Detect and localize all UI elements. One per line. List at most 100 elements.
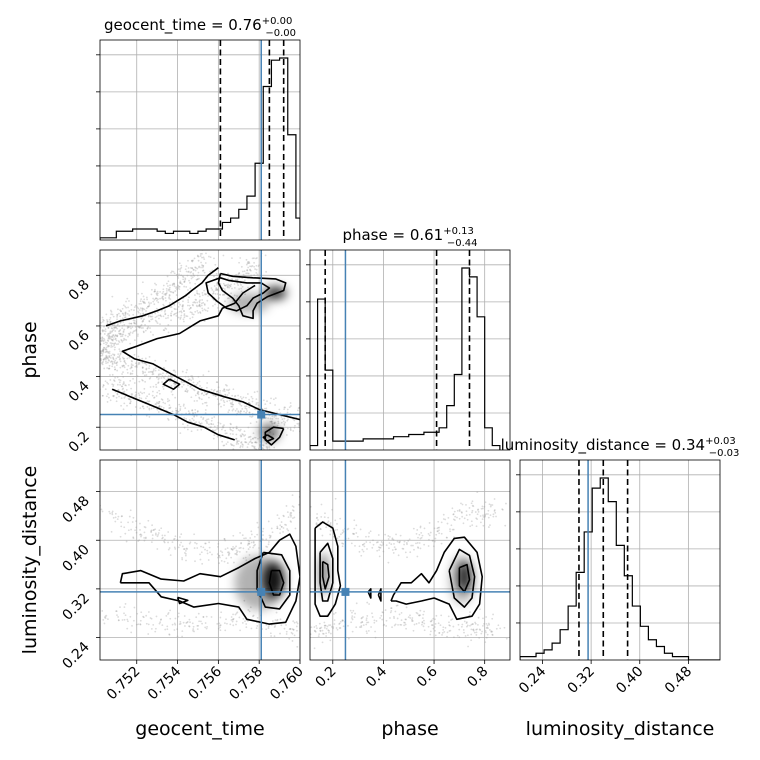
scatter-point bbox=[146, 298, 149, 301]
scatter-point bbox=[256, 455, 258, 457]
scatter-point bbox=[188, 618, 191, 621]
histogram-bar bbox=[552, 643, 560, 660]
scatter-point bbox=[195, 383, 198, 386]
scatter-point bbox=[220, 399, 223, 401]
scatter-point bbox=[376, 541, 379, 543]
panel-frame bbox=[519, 459, 721, 661]
histogram-phase bbox=[310, 250, 501, 450]
y-axis-label: luminosity_distance bbox=[19, 466, 41, 655]
scatter-point bbox=[121, 317, 124, 320]
scatter-point bbox=[109, 361, 112, 363]
scatter-point bbox=[329, 523, 332, 526]
scatter-point bbox=[243, 279, 246, 282]
scatter-point bbox=[100, 350, 102, 353]
scatter-point bbox=[449, 629, 452, 632]
scatter-point bbox=[176, 539, 179, 542]
scatter-point bbox=[255, 627, 258, 630]
scatter-point bbox=[321, 534, 324, 537]
scatter-point bbox=[461, 503, 464, 506]
scatter-point bbox=[113, 394, 115, 397]
scatter-point bbox=[217, 289, 220, 292]
scatter-point bbox=[102, 319, 105, 322]
scatter-point bbox=[471, 623, 474, 626]
scatter-point bbox=[132, 537, 135, 540]
scatter-point bbox=[253, 436, 256, 439]
scatter-point bbox=[143, 374, 146, 377]
scatter-point bbox=[405, 541, 408, 544]
scatter-point bbox=[114, 330, 117, 332]
scatter-point bbox=[499, 627, 502, 630]
scatter-point bbox=[190, 430, 193, 433]
scatter-point bbox=[412, 629, 415, 632]
histogram-bar bbox=[447, 406, 455, 450]
scatter-point bbox=[253, 408, 256, 410]
scatter-point bbox=[217, 421, 220, 424]
scatter-point bbox=[483, 505, 486, 508]
scatter-point bbox=[106, 357, 109, 359]
scatter-point bbox=[249, 435, 252, 438]
scatter-point bbox=[241, 443, 244, 446]
scatter-point bbox=[172, 382, 175, 385]
histogram-bar bbox=[149, 229, 157, 240]
scatter-point bbox=[471, 504, 474, 507]
scatter-point bbox=[243, 270, 246, 273]
scatter-point bbox=[207, 559, 210, 561]
contour bbox=[262, 434, 275, 442]
scatter-point bbox=[183, 552, 186, 554]
scatter-point bbox=[204, 548, 206, 551]
scatter-point bbox=[331, 508, 334, 511]
scatter-point bbox=[329, 533, 332, 536]
scatter-point bbox=[185, 315, 188, 317]
scatter-point bbox=[235, 438, 237, 440]
scatter-point bbox=[201, 266, 204, 269]
scatter-point bbox=[246, 544, 249, 546]
histogram-bar bbox=[116, 231, 124, 240]
scatter-point bbox=[247, 260, 249, 263]
scatter-point bbox=[171, 389, 174, 392]
scatter-point bbox=[232, 408, 235, 411]
scatter-point bbox=[113, 326, 116, 329]
scatter-point bbox=[391, 537, 394, 540]
panel-frame bbox=[309, 459, 511, 661]
scatter-point bbox=[106, 321, 109, 323]
scatter-point bbox=[143, 298, 146, 301]
scatter-point bbox=[438, 529, 440, 532]
scatter-point bbox=[159, 290, 162, 293]
scatter-point bbox=[240, 290, 243, 293]
scatter-point bbox=[140, 298, 143, 301]
scatter-point bbox=[102, 339, 104, 342]
scatter-point bbox=[149, 327, 151, 329]
scatter-point bbox=[139, 300, 142, 303]
grid-lines bbox=[96, 40, 300, 240]
scatter-point bbox=[176, 635, 179, 638]
scatter-point bbox=[431, 539, 434, 542]
scatter-point bbox=[122, 314, 125, 317]
scatter-point bbox=[171, 310, 173, 313]
scatter-point bbox=[132, 330, 135, 333]
scatter-point bbox=[208, 541, 211, 544]
scatter-point bbox=[159, 373, 162, 376]
scatter-point bbox=[166, 275, 169, 278]
scatter-point bbox=[279, 618, 282, 621]
scatter-point bbox=[224, 548, 227, 551]
scatter-point bbox=[327, 631, 330, 634]
scatter-point bbox=[232, 624, 235, 627]
scatter-point bbox=[131, 360, 134, 363]
scatter-point bbox=[145, 614, 148, 617]
title-plus: +0.00 bbox=[262, 16, 293, 27]
scatter-point bbox=[453, 536, 455, 539]
scatter-point bbox=[188, 378, 191, 381]
histogram-luminosity_distance bbox=[520, 460, 720, 660]
scatter-point bbox=[172, 291, 175, 294]
scatter-point bbox=[264, 254, 267, 257]
scatter-point bbox=[252, 437, 254, 440]
scatter-point bbox=[169, 290, 172, 293]
scatter-point bbox=[205, 615, 208, 618]
scatter-point bbox=[295, 621, 298, 623]
scatter-point bbox=[141, 300, 144, 303]
scatter-point bbox=[481, 505, 484, 508]
scatter-point bbox=[274, 625, 277, 627]
histogram-bar bbox=[640, 626, 648, 660]
scatter-point bbox=[116, 315, 118, 318]
